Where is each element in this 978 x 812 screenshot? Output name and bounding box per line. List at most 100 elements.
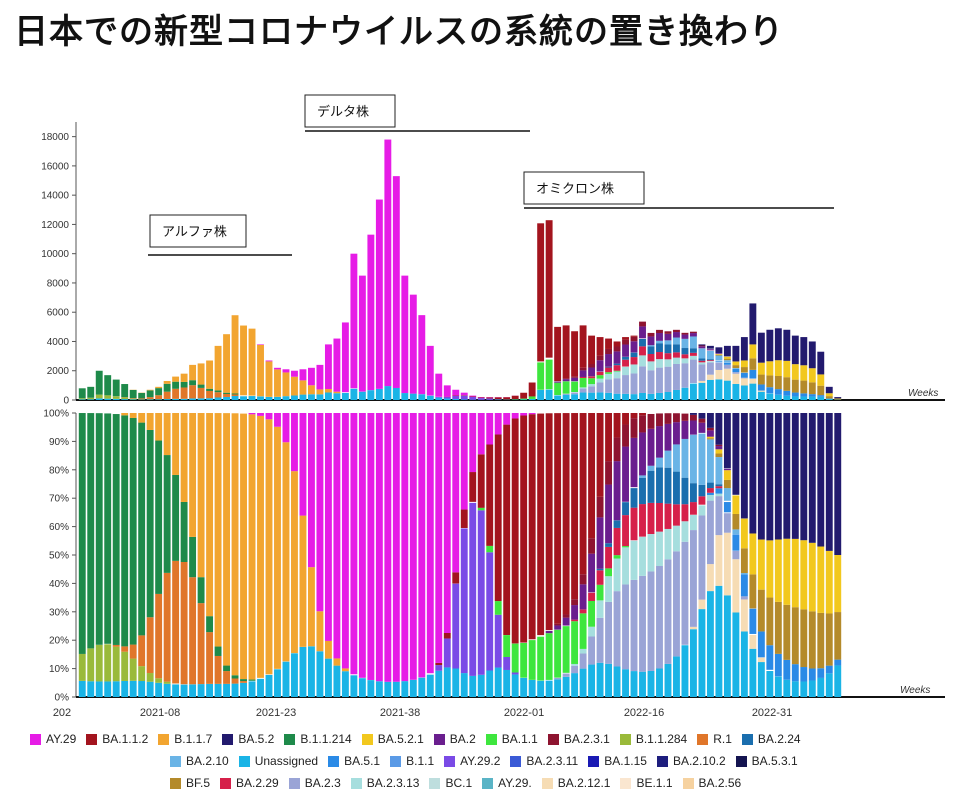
bottom-bar-segment [503,635,511,657]
bottom-bar-segment [723,595,731,697]
top-bar-segment [817,374,825,386]
bottom-bar-segment [698,496,706,505]
top-bar-segment [681,334,689,339]
top-bar-segment [605,367,612,373]
bottom-bar-segment [333,658,341,666]
legend-item: B.1.1.214 [284,732,352,746]
bottom-bar-segment [257,678,264,697]
top-bar-segment [647,345,655,347]
top-bar-segment [596,371,604,376]
bottom-bar-segment [774,413,782,540]
top-bar-segment [664,340,672,345]
legend-label: BA.5.3.1 [751,754,798,768]
top-bar-segment [800,396,808,400]
bottom-bar-segment [630,579,638,672]
bottom-bar-segment [825,413,833,551]
top-bar-segment [452,395,460,399]
bottom-bar-segment [486,444,494,546]
top-bar-segment [316,389,324,395]
top-bar-segment [834,397,842,399]
bottom-bar-segment [240,681,247,683]
top-bar-segment [146,389,154,391]
bottom-bar-segment [639,432,646,476]
bottom-bar-segment [690,530,697,627]
legend-swatch [288,777,300,789]
legend-item: BA.5.2 [222,732,274,746]
top-bar-segment [825,396,833,399]
bottom-bar-segment [299,413,307,516]
legend-label: BA.1.1 [501,732,538,746]
bottom-bar-segment [554,679,562,697]
bottom-bar-segment [248,413,256,415]
top-bar-segment [647,346,655,354]
bottom-bar-segment [375,681,383,697]
bottom-bar-segment [282,442,290,662]
top-bar-segment [681,338,689,349]
bottom-bar-segment [477,413,485,455]
top-bar-segment [605,338,612,349]
top-bar-segment [732,345,740,362]
bottom-bar-segment [571,663,579,666]
legend-item: BA.2.24 [741,732,801,746]
bottom-bar-segment [817,668,825,678]
bottom-ytick-label: 70% [49,494,69,505]
legend-label: B.1.1 [406,754,435,768]
bottom-bar-segment [740,413,748,519]
top-bar-segment [673,337,680,345]
bottom-bar-segment [766,413,774,541]
bottom-bar-segment [706,482,714,489]
bottom-bar-segment [715,413,723,445]
top-bar-segment [180,381,188,388]
top-bar-segment [384,139,392,387]
bottom-bar-segment [477,674,485,697]
legend-swatch [485,733,497,745]
bottom-bar-segment [486,545,494,553]
legend-swatch [220,777,232,789]
top-bar-segment [163,380,171,384]
bottom-bar-segment [622,584,629,670]
legend-item: BA.2.3.11 [510,754,578,768]
bottom-bar-segment [112,681,120,697]
top-bar-segment [647,361,655,371]
bottom-bar-segment [673,551,680,657]
top-bar-segment [808,341,816,369]
top-bar-segment [698,360,706,363]
top-bar-segment [757,391,765,400]
bottom-bar-segment [121,680,129,697]
legend-item: R.1 [697,732,732,746]
top-bar-segment [562,393,570,395]
legend-item: B.1.1.7 [158,732,212,746]
bottom-bar-segment [486,670,494,697]
bottom-bar-segment [723,468,731,471]
bottom-bar-segment [690,434,697,484]
bottom-bar-segment [486,413,494,445]
bottom-bar-segment [452,668,460,697]
top-bar-segment [112,398,120,400]
bottom-bar-segment [596,600,604,618]
bottom-bar-segment [324,413,332,641]
bottom-bar-segment [545,413,553,631]
bottom-xtick-label: 2021-23 [256,707,296,719]
bottom-bar-segment [698,422,706,433]
bottom-bar-segment [723,513,731,533]
top-bar-segment [206,398,214,400]
bottom-bar-segment [723,502,731,513]
legend-label: AY.29.2 [460,754,501,768]
bottom-bar-segment [435,670,443,697]
top-bar-segment [706,374,714,380]
top-bar-segment [723,358,731,361]
bottom-bar-segment [197,577,205,604]
bottom-bar-segment [494,413,502,435]
top-bar-segment [800,380,808,394]
bottom-bar-segment [800,667,808,682]
bottom-bar-segment [723,488,731,501]
bottom-bar-segment [715,496,723,536]
top-bar-segment [681,332,689,335]
top-bar-segment [223,396,230,400]
bottom-bar-segment [690,414,697,421]
bottom-bar-segment [520,415,528,643]
top-bar-segment [274,369,281,397]
bottom-bar-segment [121,651,129,681]
top-bar-segment [749,378,757,384]
bottom-bar-segment [690,502,697,515]
